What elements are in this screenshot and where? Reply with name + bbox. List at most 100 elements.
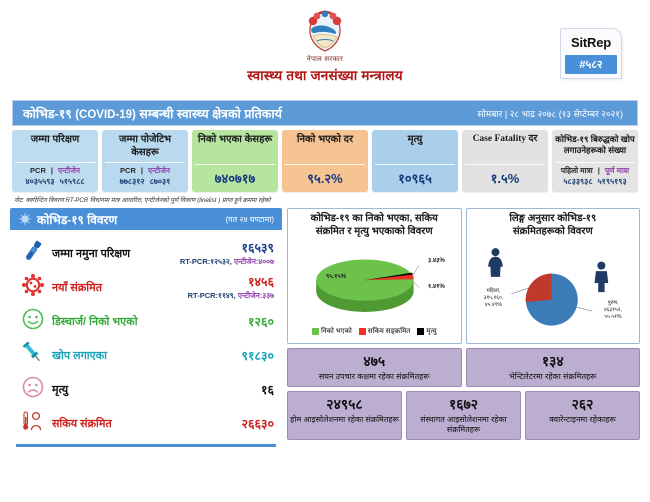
female-icon [487, 248, 503, 277]
separator: | [50, 166, 53, 175]
separator: | [597, 166, 600, 175]
antigen-value: ५१५९८८ [59, 177, 85, 186]
list-item-label: मृत्यु [52, 383, 69, 396]
detail-panel-header: कोभिड-१९ विवरण (गत २४ घण्टामा) [10, 208, 282, 230]
breakdown-pcr: RT-PCR:१२५३२, [179, 257, 232, 266]
purple-box-row-2: २४९५८ होम आइसोलेशनमा रहेका संक्रमितहरू १… [287, 391, 640, 440]
card-title: कोभिड-१९ बिरुद्धको खोप लगाउनेहरूको संख्य… [555, 134, 635, 155]
chart-title-line2: संक्रमित र मृत्यु भएकाको विवरण [315, 226, 433, 237]
legend-label: निको भएको [320, 328, 352, 335]
list-item-breakdown: RT-PCR:११४९, एन्टीजेन:३३७ [188, 291, 274, 301]
ministry-title: स्वास्थ्य तथा जनसंख्या मन्त्रालय [247, 68, 403, 83]
sitrep-number: #५८२ [565, 55, 617, 74]
card-value: १०९६५ [375, 164, 455, 187]
institutional-isolation-count: १६७२ [448, 396, 479, 412]
male-icon [594, 261, 608, 293]
legend-label: मृत्यु [426, 328, 437, 335]
antigen-label: एन्टीजेन [148, 166, 170, 175]
male-label: पुरुष, ४६३१५२, ५५.५१% [604, 300, 622, 321]
sitrep-badge: SitRep #५८२ [560, 28, 622, 79]
chart-title: लिङ्ग अनुसार कोभिड-१९ संक्रमितहरूको विवर… [469, 212, 638, 238]
legend-item: मृत्यु [417, 327, 437, 336]
institutional-isolation-box: १६७२ संस्थागत आइसोलेशनमा रहेका संक्रमितह… [406, 391, 521, 440]
ventilator-box: १३४ भेन्टिलेटरमा रहेका संक्रमितहरू [465, 348, 640, 387]
test-tube-icon [18, 238, 48, 269]
leader-lines [412, 265, 420, 288]
list-item-value: १६५३९ [241, 241, 274, 255]
icu-label: सघन उपचार कक्षमा रहेका संक्रमितहरू [318, 372, 430, 381]
icu-count: ४७५ [363, 353, 386, 369]
legend-item: सकिय सङ्क्रमित [358, 327, 411, 336]
list-item-label: सकिय संक्रमित [52, 417, 112, 430]
list-item-value-group: १२६० [248, 313, 274, 330]
full-dose-label: पूर्ण मात्रा [604, 166, 630, 175]
antigen-label: एन्टीजेन [58, 166, 80, 175]
home-isolation-count: २४९५८ [326, 396, 363, 412]
list-item-value-group: ९१८३० [241, 347, 274, 364]
first-dose-label: पहिलो मात्रा [560, 166, 593, 175]
legend-swatch [417, 328, 425, 335]
card-value: १.५% [465, 164, 545, 187]
chart-legend: निको भएको सकिय सङ्क्रमित मृत्यु [290, 327, 459, 336]
card-subheader: PCR | एन्टीजेन [105, 162, 185, 176]
coronavirus-icon [18, 272, 48, 303]
separator: | [140, 166, 143, 175]
list-item-value: १४५६ [247, 275, 274, 289]
chart-title-line1: कोभिड-१९ का निको भएका, सकिय [310, 213, 438, 224]
list-item-value-group: १६ [261, 381, 274, 398]
stat-card-case-fatality: Case Fatality दर १.५% [462, 130, 548, 192]
title-np-2: सम्बन्धी स्वास्थ्य क्षेत्रको प्रतिकार्य [135, 106, 282, 121]
detail-panel-title: कोभिड-१९ विवरण [37, 212, 118, 227]
title-bar-heading: कोभिड-१९ (COVID-19) सम्बन्धी स्वास्थ्य क… [23, 105, 282, 122]
list-item-value: ९१८३० [241, 348, 274, 363]
sitrep-title: SitRep [571, 35, 611, 50]
virus-icon [19, 213, 31, 225]
stat-card-total-tests: जम्मा परिक्षण PCR | एन्टीजेन ४०३५५९३ ५१५… [12, 130, 98, 192]
pie-svg [316, 259, 414, 312]
legend-swatch [311, 328, 319, 335]
list-item-label: नयाँ संक्रमित [52, 281, 102, 294]
pcr-label: PCR [30, 166, 46, 175]
home-isolation-box: २४९५८ होम आइसोलेशनमा रहेका संक्रमितहरू [287, 391, 402, 440]
icu-box: ४७५ सघन उपचार कक्षमा रहेका संक्रमितहरू [287, 348, 462, 387]
female-label: महिला, ३१५,१६०, ४५.४९% [483, 288, 504, 309]
chart-title: कोभिड-१९ का निको भएका, सकिय संक्रमित र म… [290, 212, 459, 238]
list-item-value: १६ [260, 382, 274, 397]
quarantine-label: क्वारेन्टाइनमा रहेकाहरू [549, 415, 616, 424]
report-date: सोमबार | २८ भाद्र २०७८ (१३ सेप्टेम्बर २०… [477, 108, 623, 119]
full-dose-value: ५१९५१९३ [597, 177, 627, 186]
detail-panel-subtitle: (गत २४ घण्टामा) [225, 214, 274, 224]
card-title: Case Fatality दर [472, 134, 538, 144]
card-subheader: PCR | एन्टीजेन [15, 162, 95, 176]
chart-title-line1: लिङ्ग अनुसार कोभिड-१९ [509, 213, 597, 224]
gov-label: नेपाल सरकार [306, 56, 344, 63]
ventilator-label: भेन्टिलेटरमा रहेका संक्रमितहरू [509, 372, 597, 381]
breakdown-antigen: एन्टीजेन:३३७ [237, 291, 274, 300]
list-item: खोप लगाएका ९१८३० [14, 338, 278, 372]
legend-swatch [358, 328, 366, 335]
institutional-isolation-label: संस्थागत आइसोलेशनमा रहेका संक्रमितहरू [420, 415, 507, 434]
legend-label: सकिय सङ्क्रमित [367, 328, 411, 335]
breakdown-antigen: एन्टीजेन:४००७ [233, 257, 274, 266]
recovered-pct-label: ९५.१५% [326, 273, 347, 280]
list-item-breakdown: RT-PCR:१२५३२, एन्टीजेन:४००७ [180, 257, 274, 267]
card-title: जम्मा परिक्षण [30, 134, 80, 145]
card-value: ७४०७१७ [195, 164, 275, 187]
list-item-value: २६६३० [241, 416, 274, 431]
card-title: जम्मा पोजेटिभ केसहरू [118, 134, 172, 158]
stat-card-vaccinated: कोभिड-१९ बिरुद्धको खोप लगाउनेहरूको संख्य… [552, 130, 638, 192]
stat-card-recovered: निको भएका केसहरू ७४०७१७ [192, 130, 278, 192]
card-values: ७७८३१२ ८७०३१ [105, 176, 185, 187]
pcr-label: PCR [120, 166, 136, 175]
list-item-label: डिस्चार्ज/ निको भएको [52, 315, 138, 328]
status-pie-chart: कोभिड-१९ का निको भएका, सकिय संक्रमित र म… [287, 208, 462, 344]
quarantine-count: २६२ [571, 396, 594, 412]
stat-card-row: जम्मा परिक्षण PCR | एन्टीजेन ४०३५५९३ ५१५… [12, 130, 638, 192]
dashboard-body: कोभिड-१९ विवरण (गत २४ घण्टामा) जम्मा नमु… [10, 208, 640, 447]
card-title: मृत्यु [407, 134, 423, 145]
card-subheader: पहिलो मात्रा | पूर्ण मात्रा [555, 162, 635, 176]
page-header: नेपाल सरकार स्वास्थ्य तथा जनसंख्या मन्त्… [0, 0, 650, 100]
first-dose-value: ५८३३९३८ [563, 177, 593, 186]
detail-panel: कोभिड-१९ विवरण (गत २४ घण्टामा) जम्मा नमु… [10, 208, 282, 447]
chart-row: कोभिड-१९ का निको भएका, सकिय संक्रमित र म… [287, 208, 640, 344]
